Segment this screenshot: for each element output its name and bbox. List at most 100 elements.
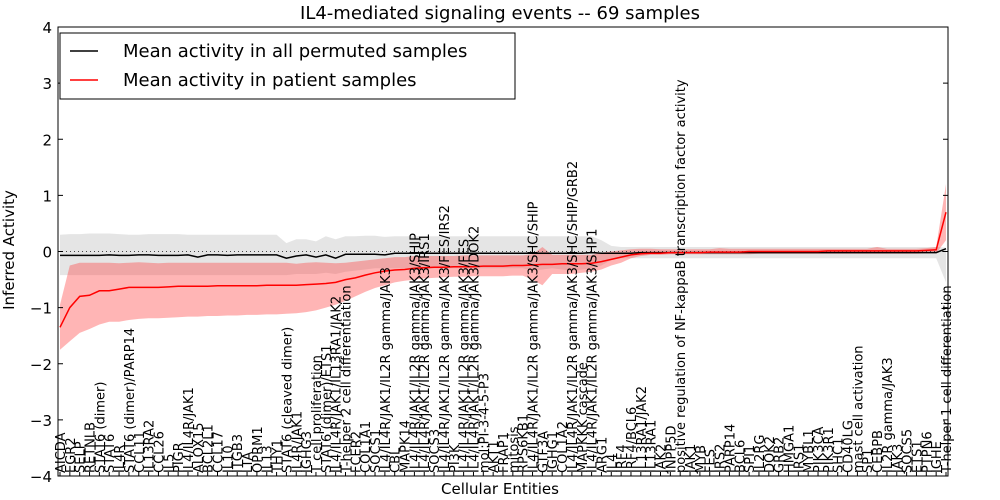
y-tick-label: 0 [42,244,52,262]
x-tick-label: BCL6 [733,440,748,473]
x-tick-label: GTF3A [536,431,551,473]
x-tick-label: mol:PI-3-4-5-P3 [477,373,492,473]
x-tick-label: STAT6 (dimer) [93,382,108,473]
y-tick-label: 2 [42,131,52,149]
x-tick-label: EGR2 [64,437,79,473]
x-tick-label: DOK2 [763,436,778,473]
x-tick-label: GRB2 [773,437,788,473]
series-line-patient [59,212,947,328]
x-tick-label: MAPKKK cascade [576,362,591,473]
x-tick-label: IL4/IL4R/JAK1/IL2R gamma/JAK3/SHIP [408,233,423,473]
x-tick-label: STAT6 [103,434,118,473]
x-tick-label: IRF4 [615,444,630,473]
x-tick-label: LTA [241,452,256,473]
x-tick-label: PI3K [448,444,463,473]
plot-frame [57,26,949,477]
x-tick-label: ITGB3 [231,434,246,473]
x-axis-label: Cellular Entities [441,480,559,498]
y-tick-label: 4 [42,19,52,37]
x-tick-label: RPS6KB1 [517,414,532,473]
x-tick-label: ALOX15 [192,422,207,473]
x-tick-label: IL4R [113,445,128,473]
chart-title: IL4-mediated signaling events -- 69 samp… [300,3,700,24]
y-axis: 4 3 2 1 0 −1 −2 −3 −4 [30,19,948,486]
x-tick-label: IL4/IL4R/JAK1/IL2R gamma/JAK3/SHC/SHIP/G… [566,161,581,473]
y-tick-label: −4 [30,468,52,486]
x-tick-label: HMGA1 [783,425,798,473]
legend-box [59,32,516,100]
x-tick-label: IL13RA1/JAK2 [635,386,650,473]
x-tick-label: BCL2L1 [202,424,217,473]
legend-label-permuted: Mean activity in all permuted samples [123,41,467,62]
x-tick-label: SHC1 [832,438,847,473]
legend-label-patient: Mean activity in patient samples [123,70,417,91]
x-tick-label: AKT1 [487,440,502,473]
x-tick-label: STAT6 (dimer)/PARP14 [123,328,138,473]
x-tick-label: PARP14 [723,424,738,473]
confidence-bands [60,184,946,350]
x-tick-label: IL4/IL4R/JAK1/IL2R gamma/JAK3/SHP1 [586,229,601,473]
x-tick-label: IGHG3 [300,431,315,473]
x-tick-label: IRS2 [714,444,729,473]
y-tick-label: −3 [30,412,52,430]
y-tick-label: −2 [30,356,52,374]
x-tick-label: MAPK14 [399,420,414,473]
band-permuted [60,233,946,283]
x-tick-label: INPP5D [664,425,679,473]
x-tick-label: ETS1 [911,440,926,473]
x-tick-label: IL4/IL4R/JAK1/IL2R gamma/JAK3 [379,267,394,473]
x-tick-label: FCER2 [349,431,364,473]
x-tick-label: SOCS3 [428,429,443,473]
x-tick-label: IGHG1 [546,431,561,473]
x-tick-label: FRAP1 [497,432,512,473]
x-tick-label: IL10 [221,445,236,473]
x-tick-label: IL2RG [753,435,768,473]
x-tick-label: SOCS1 [369,429,384,473]
x-tick-label: COL1A2 [556,421,571,473]
x-tick-label: mitosis [507,426,522,473]
y-tick-label: 1 [42,187,52,205]
x-tick-label: THY1 [271,439,286,474]
x-tick-label: IL4/IL4R/JAK1/IL2R gamma/JAK3/DOK2 [468,226,483,473]
x-tick-label: JAK2 [655,444,670,474]
x-tick-label: IL4/IL4R/JAK1/IL2R gamma/JAK3/FES/IRS2 [438,205,453,473]
x-tick-label: T cell proliferation [310,355,325,474]
x-tick-label: IL4/IL4R/JAK1/IL2R gamma/JAK3/IRS1 [418,233,433,473]
x-tick-label: PIK3R1 [822,427,837,473]
x-tick-label: STAT6 (dimer)/ETS1 [320,345,335,473]
x-tick-label: COL1A1 [359,421,374,473]
x-tick-label: T-helper 2 cell differentiation [340,285,355,474]
x-tick-label: OPRM1 [251,426,266,473]
y-axis-label: Inferred Activity [0,190,18,310]
x-tick-label: IL4/IL4R/JAK1/IL2R gamma/JAK3/SHC/SHIP [527,201,542,473]
x-tick-label: IRS1 [792,444,807,473]
x-tick-label: SOCS5 [901,429,916,473]
x-tick-label: IL5 [162,454,177,473]
x-tick-label: IL4/IL4R/JAK1/IL13RA1/JAK2 [330,296,345,473]
x-tick-label: PIK3CA [812,426,827,473]
x-tick-label: MYB [694,445,709,473]
x-tick-label: JAK1 [684,444,699,474]
x-tick-label: IL13RA1 [645,420,660,473]
x-tick-label: IL2R gamma/JAK3 [881,357,896,473]
x-tick-label: PIGR [172,442,187,473]
band-patient [60,184,946,350]
x-tick-label: CCL26 [152,431,167,473]
x-tick-label: IL4/IL4R/JAK1/IL2R gamma/JAK3/FES [458,239,473,473]
x-tick-label: IL13RA2 [143,420,158,473]
x-tick-label: IL4R/JAK1 [290,411,305,473]
x-tick-label: IGHE [930,441,945,473]
series-lines [59,212,947,328]
x-tick-label: CEBPB [871,430,886,473]
x-tick-label: CCL11 [133,431,148,473]
x-tick-label: SELP [74,441,89,473]
x-tick-label: positive regulation of NF-kappaB transcr… [674,79,689,473]
x-tick-label: ARG1 [595,437,610,473]
x-tick-label: CD40LG [842,420,857,473]
x-tick-label: IL4 [605,454,620,473]
x-tick-label: RETNLB [84,422,99,473]
x-tick-label: JAK3 [891,444,906,474]
